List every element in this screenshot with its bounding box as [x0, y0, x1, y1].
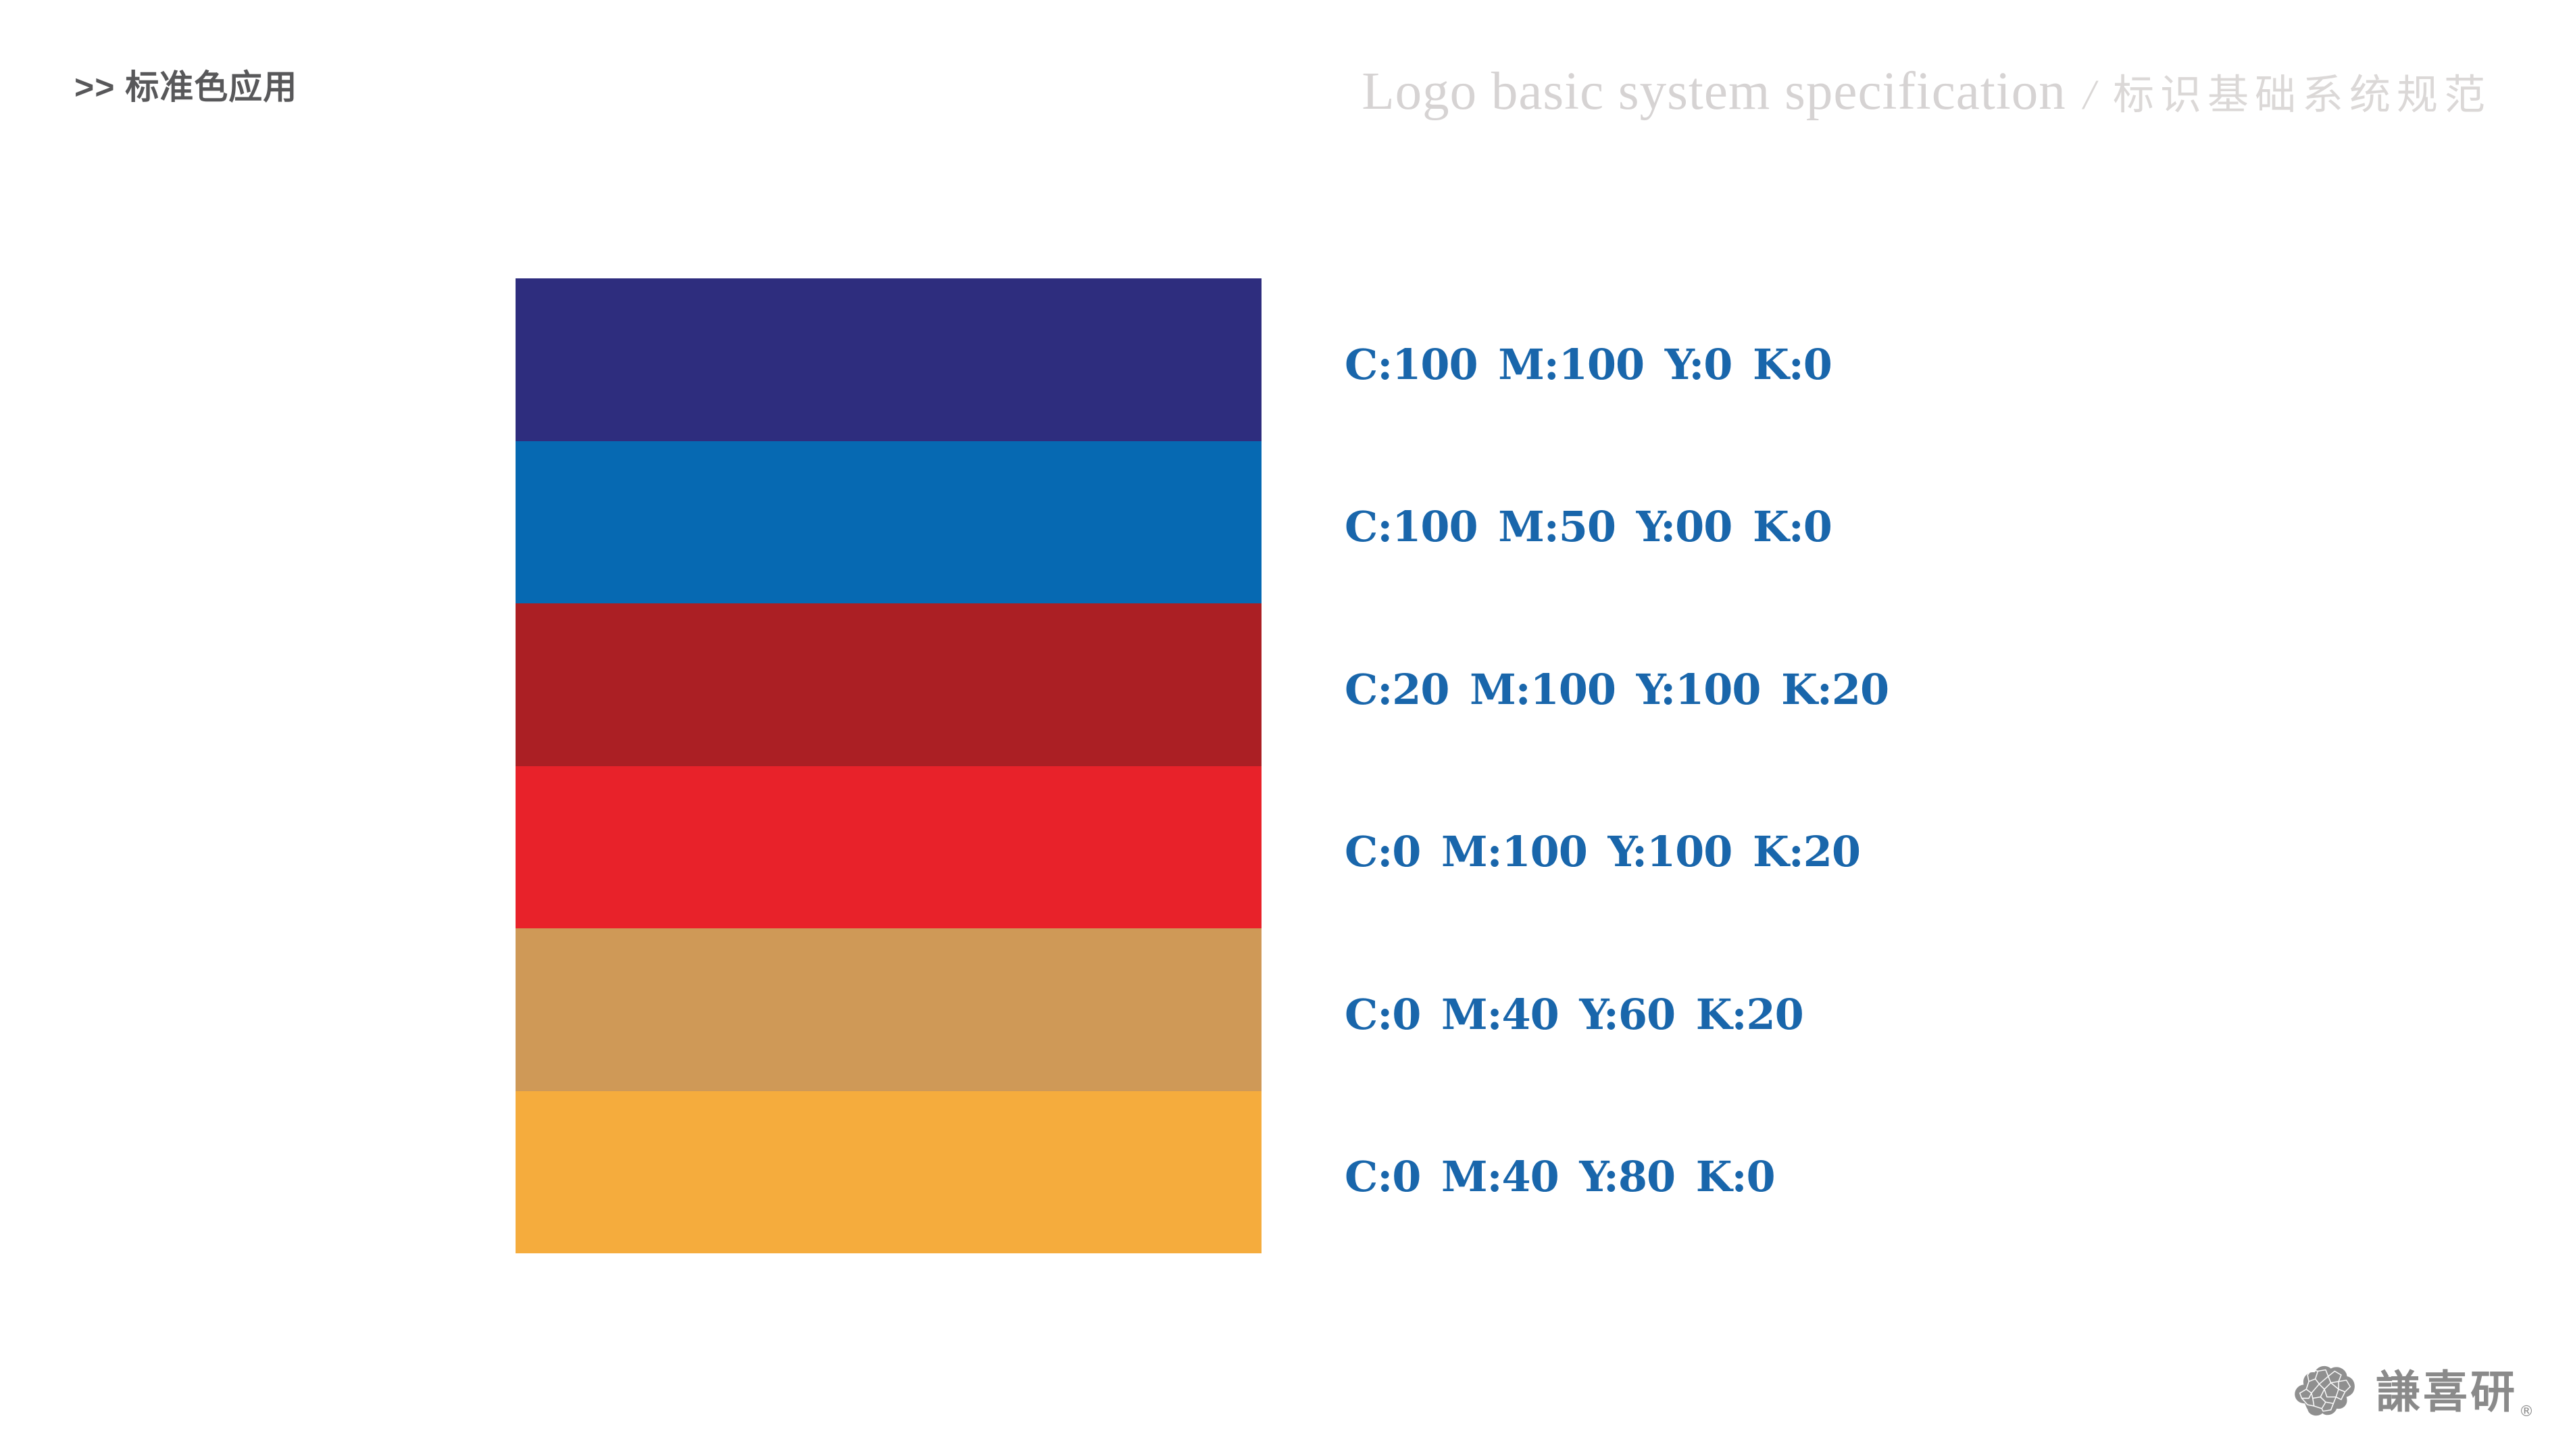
- color-swatch-6: [516, 1090, 1262, 1253]
- color-swatch-4: [516, 765, 1262, 928]
- registered-mark-icon: ®: [2519, 1403, 2534, 1420]
- footer-logo: 謙喜研 ®: [2292, 1362, 2534, 1422]
- color-palette: [516, 278, 1262, 1253]
- header-title-en: Logo basic system specification: [1362, 62, 2066, 121]
- cmyk-label-3: C:20 M:100 Y:100 K:20: [1345, 664, 1889, 714]
- color-swatch-5: [516, 928, 1262, 1091]
- color-swatch-2: [516, 441, 1262, 603]
- color-swatch-3: [516, 603, 1262, 766]
- header-separator: /: [2083, 72, 2095, 118]
- color-swatch-1: [516, 278, 1262, 441]
- cmyk-label-2: C:100 M:50 Y:00 K:0: [1345, 502, 1832, 552]
- page-header: Logo basic system specification / 标识基础系统…: [1362, 65, 2491, 118]
- section-label: >> 标准色应用: [74, 68, 298, 106]
- header-title-zh: 标识基础系统规范: [2112, 73, 2491, 118]
- cmyk-label-4: C:0 M:100 Y:100 K:20: [1345, 827, 1861, 877]
- logo-wordmark: 謙喜研: [2376, 1365, 2518, 1418]
- cmyk-label-1: C:100 M:100 Y:0 K:0: [1345, 339, 1832, 389]
- cmyk-label-6: C:0 M:40 Y:80 K:0: [1345, 1152, 1776, 1202]
- cmyk-label-5: C:0 M:40 Y:60 K:20: [1345, 989, 1804, 1039]
- cmyk-label-column: C:100 M:100 Y:0 K:0 C:100 M:50 Y:00 K:0 …: [1345, 278, 1889, 1253]
- cloud-stone-logo-icon: [2295, 1365, 2355, 1416]
